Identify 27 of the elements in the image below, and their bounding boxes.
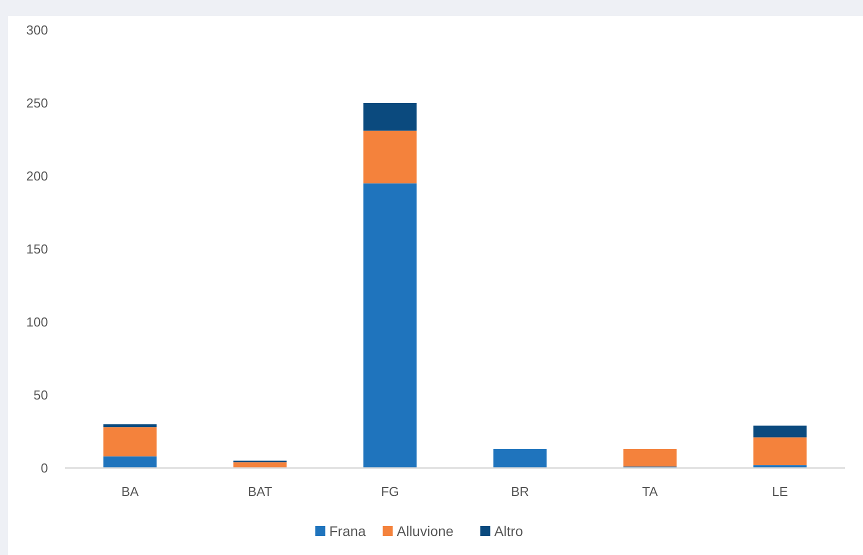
- legend-label: Altro: [494, 522, 524, 539]
- y-tick-label: 100: [26, 314, 48, 330]
- x-tick-label: FG: [380, 484, 400, 499]
- bar: [103, 427, 157, 456]
- y-tick-label: 0: [40, 460, 48, 476]
- legend-label: Frana: [329, 522, 366, 539]
- bar: [363, 183, 417, 468]
- bar: [493, 449, 547, 468]
- bar: [753, 426, 807, 438]
- bar: [363, 130, 417, 184]
- y-tick-label: 50: [34, 388, 48, 403]
- legend-label: Alluvione: [396, 522, 454, 539]
- bar: [363, 103, 417, 131]
- x-tick-label: LE: [772, 484, 788, 499]
- bar: [103, 424, 157, 428]
- y-tick-label: 200: [26, 168, 48, 184]
- y-tick-label: 250: [26, 96, 48, 111]
- y-tick-label: 300: [26, 22, 48, 38]
- x-tick-label: BA: [121, 484, 139, 499]
- x-tick-label: TA: [642, 484, 658, 499]
- bar: [233, 462, 287, 468]
- bar: [753, 437, 807, 466]
- x-tick-label: BR: [510, 484, 530, 499]
- bar: [103, 456, 157, 468]
- bar: [623, 449, 677, 467]
- x-tick-label: BAT: [248, 484, 272, 499]
- y-tick-label: 150: [26, 242, 48, 257]
